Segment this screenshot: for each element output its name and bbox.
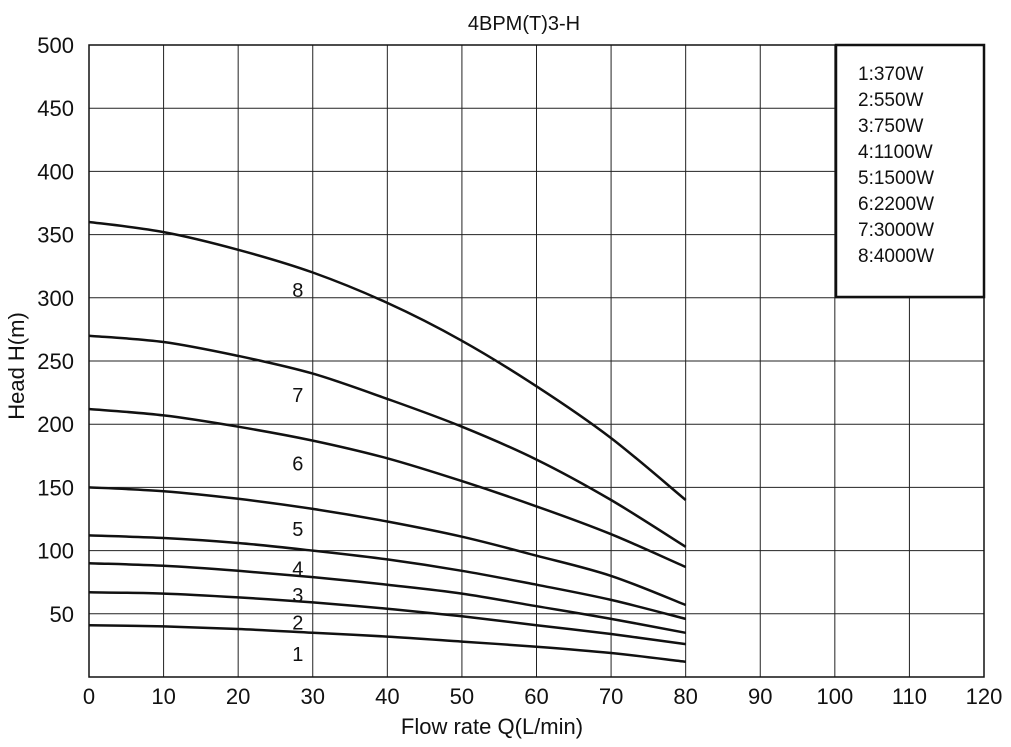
x-tick-label-8: 80 (673, 684, 697, 709)
y-tick-label-2: 150 (37, 475, 74, 500)
legend-item-1: 1:370W (858, 64, 924, 85)
curve-labels: 1 2 3 4 5 6 7 8 (292, 280, 303, 666)
curves (88, 220, 687, 664)
legend-item-4: 4:1100W (858, 142, 933, 163)
x-tick-label-3: 30 (301, 684, 325, 709)
curve-1 (88, 623, 686, 664)
legend-item-2: 2:550W (858, 90, 924, 111)
curve-6 (88, 407, 687, 569)
y-axis-title: Head H(m) (4, 312, 29, 420)
y-tick-label-4: 250 (37, 349, 74, 374)
curve-4 (88, 534, 687, 621)
legend-item-3: 3:750W (858, 116, 924, 137)
y-tick-label-3: 200 (37, 412, 74, 437)
curve-label-3: 3 (292, 585, 303, 607)
curve-3 (88, 561, 686, 635)
legend-item-7: 7:3000W (858, 220, 934, 241)
x-tick-label-9: 90 (748, 684, 772, 709)
x-axis-title: Flow rate Q(L/min) (401, 714, 583, 739)
curve-label-4: 4 (292, 558, 303, 580)
x-tick-label-5: 50 (450, 684, 474, 709)
chart-title: 4BPM(T)3-H (468, 13, 580, 35)
y-axis-ticks: 50 100 150 200 250 300 350 400 450 500 (37, 33, 74, 627)
curve-label-5: 5 (292, 519, 303, 541)
y-tick-label-9: 500 (37, 33, 74, 58)
legend-item-6: 6:2200W (858, 194, 934, 215)
legend: 1:370W 2:550W 3:750W 4:1100W 5:1500W 6:2200W 7… (834, 43, 986, 299)
x-tick-label-10: 100 (816, 684, 853, 709)
x-tick-label-4: 40 (375, 684, 399, 709)
y-tick-label-8: 450 (37, 96, 74, 121)
x-tick-label-1: 10 (151, 684, 175, 709)
curve-label-8: 8 (292, 280, 303, 302)
curve-label-7: 7 (292, 385, 303, 407)
curve-5 (88, 486, 687, 607)
legend-item-5: 5:1500W (858, 168, 934, 189)
curve-label-2: 2 (292, 613, 303, 635)
curve-7 (88, 334, 687, 548)
curve-2 (88, 591, 686, 646)
y-tick-label-7: 400 (37, 159, 74, 184)
plot-frame (88, 44, 985, 678)
x-tick-label-11: 110 (892, 684, 927, 709)
y-tick-label-0: 50 (50, 602, 74, 627)
curve-label-6: 6 (292, 453, 303, 475)
legend-items: 1:370W 2:550W 3:750W 4:1100W 5:1500W 6:2200W 7… (858, 64, 934, 267)
x-tick-label-0: 0 (83, 684, 95, 709)
y-tick-label-6: 350 (37, 223, 74, 248)
x-axis-ticks: 0 10 20 30 40 50 60 70 80 90 100 110 120 (83, 684, 1002, 709)
y-tick-label-5: 300 (37, 286, 74, 311)
x-tick-label-2: 20 (226, 684, 250, 709)
x-tick-label-12: 120 (966, 684, 1003, 709)
y-tick-label-1: 100 (37, 539, 74, 564)
x-tick-label-7: 70 (599, 684, 623, 709)
curve-8 (88, 220, 687, 501)
legend-box (834, 43, 986, 299)
legend-item-8: 8:4000W (858, 246, 934, 267)
curve-label-1: 1 (292, 644, 303, 666)
x-tick-label-6: 60 (524, 684, 548, 709)
